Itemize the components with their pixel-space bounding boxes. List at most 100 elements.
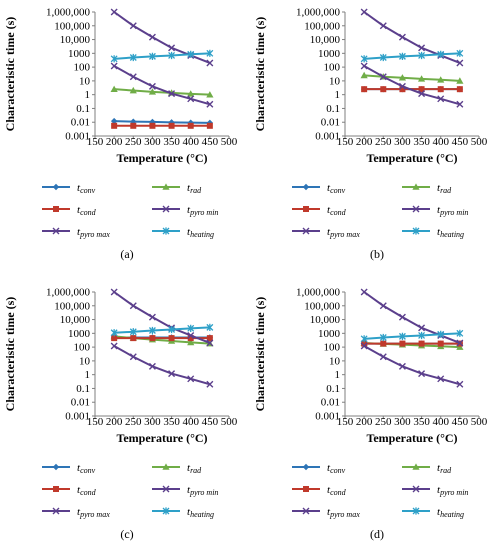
data-point <box>418 370 426 378</box>
legend-entry: tcond <box>42 484 97 497</box>
legend-label: tpyro max <box>327 226 360 239</box>
data-point <box>437 375 445 383</box>
legend-label: tpyro max <box>77 226 110 239</box>
x-tick-label: 400 <box>182 416 199 428</box>
legend-entry: tpyro max <box>42 226 110 239</box>
legend-label: trad <box>437 182 452 195</box>
legend-marker <box>302 463 310 471</box>
data-point <box>110 288 118 296</box>
legend-label-subscript: conv <box>80 466 96 475</box>
data-point <box>398 313 406 321</box>
data-point <box>206 49 214 57</box>
legend-entry: tcond <box>292 484 347 497</box>
legend-marker <box>53 486 59 492</box>
legend-marker <box>412 485 420 493</box>
data-point <box>456 86 463 93</box>
x-tick-label: 250 <box>375 416 392 428</box>
y-tick-label: 0.01 <box>321 397 340 409</box>
data-point <box>129 302 137 310</box>
data-point <box>129 86 137 94</box>
series-cond <box>111 122 213 129</box>
legend-label-main: t <box>437 204 441 216</box>
legend-label-subscript: cond <box>80 488 97 497</box>
data-point <box>379 53 387 62</box>
y-tick-label: 1 <box>335 369 341 381</box>
legend-label-main: t <box>77 182 81 194</box>
data-point <box>129 353 137 361</box>
y-tick-label: 100,000 <box>54 300 90 312</box>
x-tick-label: 500 <box>471 136 488 148</box>
y-tick-label: 100,000 <box>54 20 90 32</box>
legend-label: tpyro max <box>77 506 110 519</box>
y-tick-label: 10,000 <box>60 34 91 46</box>
legend-marker <box>162 183 170 190</box>
legend-label-subscript: pyro max <box>79 230 110 239</box>
data-point <box>418 51 426 60</box>
data-point <box>206 380 214 388</box>
data-point <box>129 53 137 62</box>
series-pyro-min <box>360 342 464 388</box>
data-point <box>206 59 214 67</box>
legend-label-subscript: pyro max <box>329 230 360 239</box>
legend-label: trad <box>187 182 202 195</box>
x-tick-label: 150 <box>337 136 354 148</box>
panel-label: (b) <box>370 247 384 261</box>
series-heating <box>110 323 214 337</box>
x-tick-label: 500 <box>471 416 488 428</box>
data-point <box>456 343 464 350</box>
legend-label-main: t <box>327 182 331 194</box>
legend-label-subscript: conv <box>330 466 346 475</box>
x-tick-label: 400 <box>432 416 449 428</box>
series-line <box>363 345 461 386</box>
x-tick-label: 300 <box>144 416 161 428</box>
legend-marker <box>52 463 60 471</box>
data-point <box>360 8 368 16</box>
legend-marker <box>412 463 420 470</box>
series-heating <box>110 49 214 63</box>
x-tick-label: 250 <box>375 136 392 148</box>
data-point <box>187 335 194 342</box>
y-tick-label: 1 <box>85 89 91 101</box>
y-tick-label: 1000 <box>318 48 341 60</box>
y-tick-label: 1 <box>335 89 341 101</box>
data-point <box>456 59 464 67</box>
legend-entry: tpyro min <box>152 484 218 497</box>
data-point <box>360 62 368 70</box>
x-axis-title: Temperature (°C) <box>116 151 207 165</box>
legend-marker <box>162 227 170 235</box>
legend-label-subscript: pyro min <box>439 488 468 497</box>
data-point <box>110 329 118 337</box>
legend-label-subscript: pyro min <box>189 208 218 217</box>
legend-entry: trad <box>402 462 452 475</box>
data-point <box>129 328 137 336</box>
y-tick-label: 1,000,000 <box>296 287 341 299</box>
series-pyro-max <box>110 288 214 347</box>
x-tick-label: 450 <box>452 136 469 148</box>
series-line <box>114 88 210 96</box>
x-tick-label: 400 <box>182 136 199 148</box>
series-rad <box>110 332 214 347</box>
series-line <box>363 65 461 106</box>
y-tick-label: 1000 <box>318 328 341 340</box>
x-tick-label: 300 <box>394 136 411 148</box>
legend-label-main: t <box>437 506 441 518</box>
legend-label: tconv <box>327 462 346 475</box>
legend-entry: tpyro min <box>402 484 468 497</box>
legend-marker <box>302 507 310 515</box>
data-point <box>168 44 176 52</box>
series-line <box>364 74 460 82</box>
data-point <box>379 353 387 361</box>
data-point <box>148 313 156 321</box>
legend-marker <box>302 227 310 235</box>
data-point <box>398 362 406 370</box>
x-tick-label: 450 <box>202 136 219 148</box>
data-point <box>437 76 445 83</box>
data-point <box>456 100 464 108</box>
series-line <box>364 332 460 340</box>
data-point <box>418 324 426 332</box>
legend-label: theating <box>187 506 214 519</box>
y-tick-label: 10 <box>79 355 91 367</box>
legend-entry: theating <box>152 506 214 519</box>
